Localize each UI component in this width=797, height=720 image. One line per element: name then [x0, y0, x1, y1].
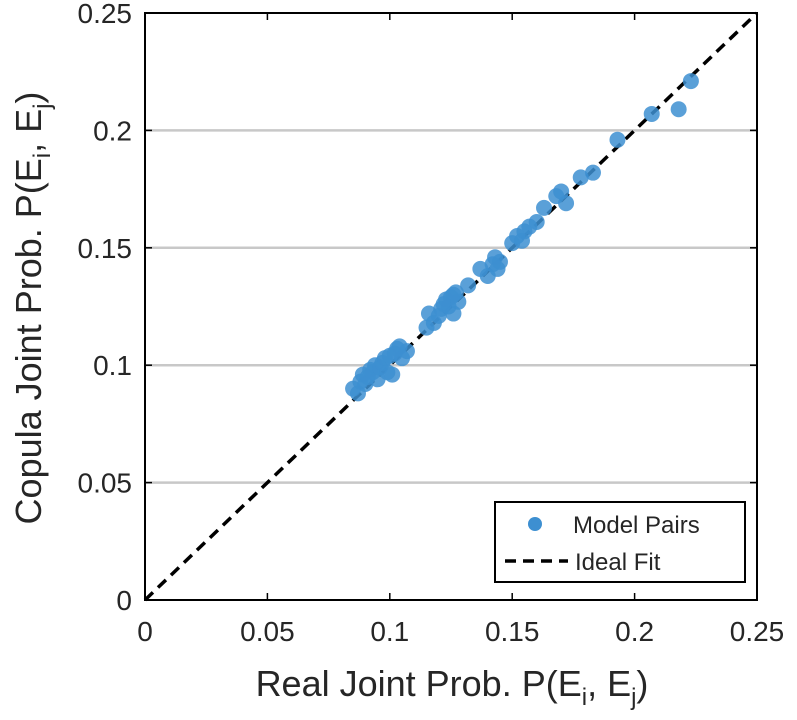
x-axis-ticks: 0 0.05 0.1 0.15 0.2 0.25	[137, 13, 784, 647]
y-tick-label: 0.2	[93, 115, 132, 146]
model-pair-point	[384, 366, 401, 383]
legend-box	[494, 501, 746, 583]
y-axis-ticks: 0 0.05 0.1 0.15 0.2 0.25	[78, 0, 757, 616]
y-tick-label: 0.1	[93, 350, 132, 381]
model-pairs-layer	[345, 73, 699, 402]
model-pair-point	[528, 213, 545, 230]
model-pair-point	[584, 164, 601, 181]
y-tick-label: 0.25	[78, 0, 133, 29]
y-tick-label: 0	[116, 585, 132, 616]
legend: Model Pairs Ideal Fit	[494, 501, 746, 583]
y-axis-label: Copula Joint Prob. P(Ei, Ej)	[8, 92, 56, 525]
x-tick-label: 0.15	[485, 616, 540, 647]
legend-label-model-pairs: Model Pairs	[573, 512, 700, 539]
model-pair-point	[643, 105, 660, 122]
x-tick-label: 0.2	[615, 616, 654, 647]
model-pair-point	[491, 253, 508, 270]
model-pair-point	[670, 101, 687, 118]
model-pair-point	[572, 169, 589, 186]
x-tick-label: 0.1	[370, 616, 409, 647]
model-pair-point	[609, 131, 626, 148]
x-axis-label: Real Joint Prob. P(Ei, Ej)	[256, 663, 649, 711]
x-tick-label: 0	[137, 616, 153, 647]
plot-frame	[144, 12, 758, 601]
legend-marker-model-pairs	[528, 517, 542, 531]
model-pair-point	[536, 199, 553, 216]
legend-label-ideal-fit: Ideal Fit	[575, 549, 661, 576]
model-pair-point	[460, 277, 477, 294]
x-tick-label: 0.05	[240, 616, 295, 647]
y-tick-label: 0.05	[78, 468, 133, 499]
model-pair-point	[558, 195, 575, 212]
model-pair-point	[445, 305, 462, 322]
grid-lines	[145, 129, 757, 484]
y-tick-label: 0.15	[78, 233, 133, 264]
x-tick-label: 0.25	[730, 616, 785, 647]
model-pair-point	[682, 73, 699, 90]
model-pair-point	[398, 343, 415, 360]
